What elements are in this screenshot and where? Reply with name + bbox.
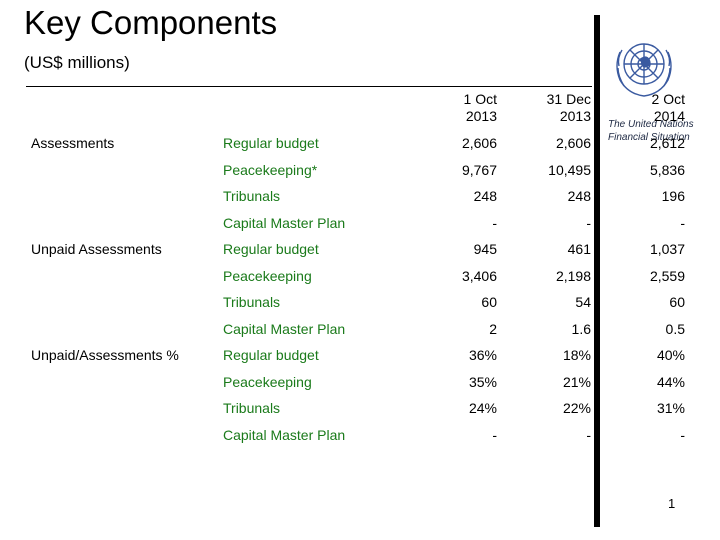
row-group-label: Unpaid Assessments bbox=[31, 241, 162, 258]
row-group-label bbox=[26, 263, 221, 290]
row-item-label: Peacekeeping bbox=[223, 373, 312, 390]
column-header-line1: 31 Dec bbox=[546, 91, 591, 107]
value-cell: 22% bbox=[562, 400, 591, 417]
row-group-label bbox=[26, 210, 221, 237]
value-cell: 2,606 bbox=[461, 135, 497, 152]
value-cell: 2,559 bbox=[649, 267, 685, 284]
table-row: Unpaid Assessments Regular budget 945 461 1,… bbox=[26, 236, 693, 263]
table-row: Tribunals 24% 22% 31% bbox=[26, 395, 693, 422]
row-group-label bbox=[26, 183, 221, 210]
value-cell: 18% bbox=[562, 347, 591, 364]
column-header-line1: 1 Oct bbox=[463, 91, 497, 107]
row-group-label: Assessments bbox=[31, 135, 115, 152]
value-cell: 35% bbox=[468, 373, 497, 390]
row-item-label: Tribunals bbox=[223, 188, 281, 205]
row-item-label: Regular budget bbox=[223, 241, 319, 258]
value-cell: 2,606 bbox=[555, 135, 591, 152]
column-header: 1 Oct 2013 bbox=[411, 86, 505, 130]
row-item-label: Peacekeeping bbox=[223, 267, 312, 284]
table-row: Assessments Regular budget 2,606 2,606 2,612 bbox=[26, 130, 693, 157]
header-spacer bbox=[26, 86, 221, 130]
column-header-line2: 2014 bbox=[653, 108, 685, 124]
column-header-line2: 2013 bbox=[465, 108, 497, 124]
row-group-label bbox=[26, 289, 221, 316]
row-item-label: Capital Master Plan bbox=[223, 426, 346, 443]
page-number: 1 bbox=[668, 496, 676, 511]
value-cell: 9,767 bbox=[461, 161, 497, 178]
value-cell: 1.6 bbox=[571, 320, 591, 337]
row-group-label bbox=[26, 369, 221, 396]
row-group-label bbox=[26, 422, 221, 449]
row-group-label bbox=[26, 395, 221, 422]
un-emblem-icon bbox=[616, 43, 672, 97]
value-cell: - bbox=[680, 214, 685, 231]
table-row: Capital Master Plan - - - bbox=[26, 210, 693, 237]
header-spacer bbox=[221, 86, 411, 130]
header-rule bbox=[26, 86, 592, 87]
page-subtitle: (US$ millions) bbox=[24, 53, 130, 72]
value-cell: 248 bbox=[473, 188, 497, 205]
vertical-divider bbox=[594, 15, 600, 527]
table-row: Capital Master Plan - - - bbox=[26, 422, 693, 449]
value-cell: 2,612 bbox=[649, 135, 685, 152]
value-cell: - bbox=[680, 426, 685, 443]
row-item-label: Tribunals bbox=[223, 294, 281, 311]
value-cell: 60 bbox=[481, 294, 497, 311]
value-cell: 36% bbox=[468, 347, 497, 364]
value-cell: 54 bbox=[575, 294, 591, 311]
value-cell: - bbox=[586, 214, 591, 231]
row-group-label bbox=[26, 316, 221, 343]
value-cell: 24% bbox=[468, 400, 497, 417]
value-cell: 31% bbox=[656, 400, 685, 417]
value-cell: 2,198 bbox=[555, 267, 591, 284]
table-row: Peacekeeping 35% 21% 44% bbox=[26, 369, 693, 396]
key-components-table: 1 Oct 2013 31 Dec 2013 2 Oct 2014 Assess… bbox=[26, 86, 693, 448]
column-header-line1: 2 Oct bbox=[651, 91, 685, 107]
row-group-label bbox=[26, 157, 221, 184]
row-item-label: Regular budget bbox=[223, 347, 319, 364]
page-title: Key Components bbox=[24, 4, 278, 41]
row-item-label: Peacekeeping* bbox=[223, 161, 318, 178]
column-header: 2 Oct 2014 bbox=[599, 86, 693, 130]
value-cell: 5,836 bbox=[649, 161, 685, 178]
value-cell: 40% bbox=[656, 347, 685, 364]
value-cell: 21% bbox=[562, 373, 591, 390]
value-cell: 248 bbox=[567, 188, 591, 205]
table-row: Tribunals 248 248 196 bbox=[26, 183, 693, 210]
org-caption: The United Nations Financial Situation bbox=[608, 119, 694, 143]
table-row: Tribunals 60 54 60 bbox=[26, 289, 693, 316]
value-cell: 10,495 bbox=[548, 161, 591, 178]
value-cell: 945 bbox=[473, 241, 497, 258]
row-group-label: Unpaid/Assessments % bbox=[31, 347, 179, 364]
row-item-label: Regular budget bbox=[223, 135, 319, 152]
table-row: Capital Master Plan 2 1.6 0.5 bbox=[26, 316, 693, 343]
value-cell: 461 bbox=[567, 241, 591, 258]
column-header: 31 Dec 2013 bbox=[505, 86, 599, 130]
table-row: Peacekeeping 3,406 2,198 2,559 bbox=[26, 263, 693, 290]
column-header-line2: 2013 bbox=[559, 108, 591, 124]
row-item-label: Tribunals bbox=[223, 400, 281, 417]
value-cell: - bbox=[492, 426, 497, 443]
value-cell: 60 bbox=[669, 294, 685, 311]
value-cell: 44% bbox=[656, 373, 685, 390]
table-header-row: 1 Oct 2013 31 Dec 2013 2 Oct 2014 bbox=[26, 86, 693, 130]
value-cell: 196 bbox=[661, 188, 685, 205]
table-row: Peacekeeping* 9,767 10,495 5,836 bbox=[26, 157, 693, 184]
table-row: Unpaid/Assessments % Regular budget 36% 18%… bbox=[26, 342, 693, 369]
value-cell: 2 bbox=[489, 320, 497, 337]
row-item-label: Capital Master Plan bbox=[223, 214, 346, 231]
value-cell: - bbox=[492, 214, 497, 231]
value-cell: 0.5 bbox=[665, 320, 685, 337]
value-cell: 3,406 bbox=[461, 267, 497, 284]
value-cell: 1,037 bbox=[649, 241, 685, 258]
value-cell: - bbox=[586, 426, 591, 443]
row-item-label: Capital Master Plan bbox=[223, 320, 346, 337]
